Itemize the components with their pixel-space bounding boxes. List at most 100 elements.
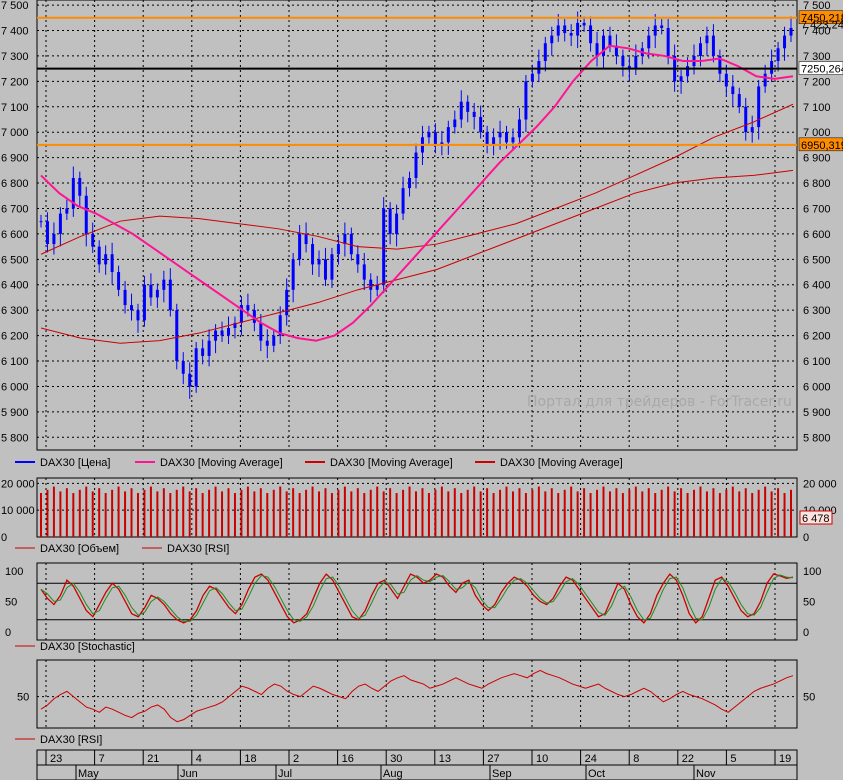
price-tick-right: 6 700 (803, 203, 831, 215)
legend-label: DAX30 [RSI] (167, 543, 229, 555)
candle-body (142, 284, 146, 321)
candle-body (472, 111, 476, 117)
candle-body (634, 55, 638, 69)
legend-label: DAX30 [Цена] (40, 457, 110, 469)
candle-body (304, 233, 308, 245)
candle-body (608, 35, 612, 46)
candle-body (660, 25, 664, 28)
candle-body (369, 279, 373, 290)
candle-body (757, 86, 761, 128)
candle-body (401, 188, 405, 214)
candle-body (718, 55, 722, 74)
month-label: Sep (492, 768, 512, 780)
candle-body (582, 22, 586, 26)
day-label: 16 (342, 753, 354, 765)
price-tick-right: 7 400 (803, 26, 831, 38)
price-tick-right: 6 100 (803, 356, 831, 368)
price-tick-right: 6 000 (803, 381, 831, 393)
candle-body (323, 259, 327, 280)
candle-body (375, 284, 379, 290)
candle-body (298, 233, 302, 260)
day-label: 18 (244, 753, 256, 765)
candle-body (614, 45, 618, 56)
day-label: 7 (99, 753, 105, 765)
price-tick-left: 6 400 (1, 280, 29, 292)
panel-price (36, 0, 798, 451)
price-tick-right: 6 200 (803, 331, 831, 343)
legend-label: DAX30 [RSI] (40, 734, 102, 746)
candle-body (408, 177, 412, 189)
candle-body (97, 246, 101, 265)
candle-body (104, 254, 108, 265)
candle-body (149, 284, 153, 298)
price-tick-left: 6 800 (1, 178, 29, 190)
month-label: Aug (383, 768, 403, 780)
price-tick-left: 5 800 (1, 432, 29, 444)
candle-body (776, 48, 780, 62)
price-tick-right: 6 300 (803, 305, 831, 317)
vol-tick-right: 20 000 (803, 478, 837, 490)
price-tick-left: 7 100 (1, 102, 29, 114)
candle-body (155, 289, 159, 298)
candle-body (349, 233, 353, 255)
candle-body (453, 119, 457, 128)
ma-short-line (40, 44, 794, 342)
candle-body (130, 305, 134, 311)
candle-body (239, 305, 243, 323)
candle-body (550, 35, 554, 44)
price-tick-right: 5 900 (803, 407, 831, 419)
month-label: Jul (278, 768, 292, 780)
candle-body (679, 76, 683, 82)
day-label: 30 (390, 753, 402, 765)
month-label: Jun (180, 768, 198, 780)
candle-body (188, 373, 192, 387)
candle-body (524, 81, 528, 120)
candle-body (563, 25, 567, 34)
legend-label: DAX30 [Moving Average] (330, 457, 453, 469)
candle-body (711, 35, 715, 56)
day-label: 2 (293, 753, 299, 765)
price-tick-left: 6 000 (1, 381, 29, 393)
candle-body (543, 43, 547, 62)
candle-body (763, 73, 767, 87)
candle-body (666, 27, 670, 56)
candle-body (537, 61, 541, 74)
candle-body (498, 132, 502, 138)
candle-body (311, 244, 315, 265)
candle-body (621, 55, 625, 67)
candle-body (233, 322, 237, 328)
candle-body (698, 43, 702, 56)
price-tick-left: 5 900 (1, 407, 29, 419)
candle-body (569, 33, 573, 36)
candle-body (317, 259, 321, 265)
legend-label: DAX30 [Moving Average] (500, 457, 623, 469)
candle-body (731, 86, 735, 95)
candle-body (291, 259, 295, 290)
candle-body (576, 22, 580, 36)
price-tick-right: 7 100 (803, 102, 831, 114)
day-label: 4 (196, 753, 202, 765)
candle-body (705, 35, 709, 44)
candle-body (647, 35, 651, 49)
vol-tick-right: 0 (803, 532, 809, 544)
price-tick-right: 6 600 (803, 229, 831, 241)
candle-body (517, 119, 521, 138)
candle-body (414, 152, 418, 178)
legend-label: DAX30 [Stochastic] (40, 641, 135, 653)
candle-body (388, 208, 392, 234)
candle-body (382, 208, 386, 285)
candle-body (45, 221, 49, 245)
candle-body (459, 101, 463, 120)
day-label: 5 (730, 753, 736, 765)
candle-body (744, 106, 748, 133)
candle-body (530, 73, 534, 82)
candle-body (117, 272, 121, 290)
watermark: Портал для трейдеров - ForTracer.ru (527, 394, 792, 410)
price-tick-left: 7 000 (1, 127, 29, 139)
month-label: Nov (696, 768, 716, 780)
day-label: 23 (50, 753, 62, 765)
candle-body (466, 101, 470, 112)
candle-body (78, 177, 82, 196)
candle-body (52, 233, 56, 245)
